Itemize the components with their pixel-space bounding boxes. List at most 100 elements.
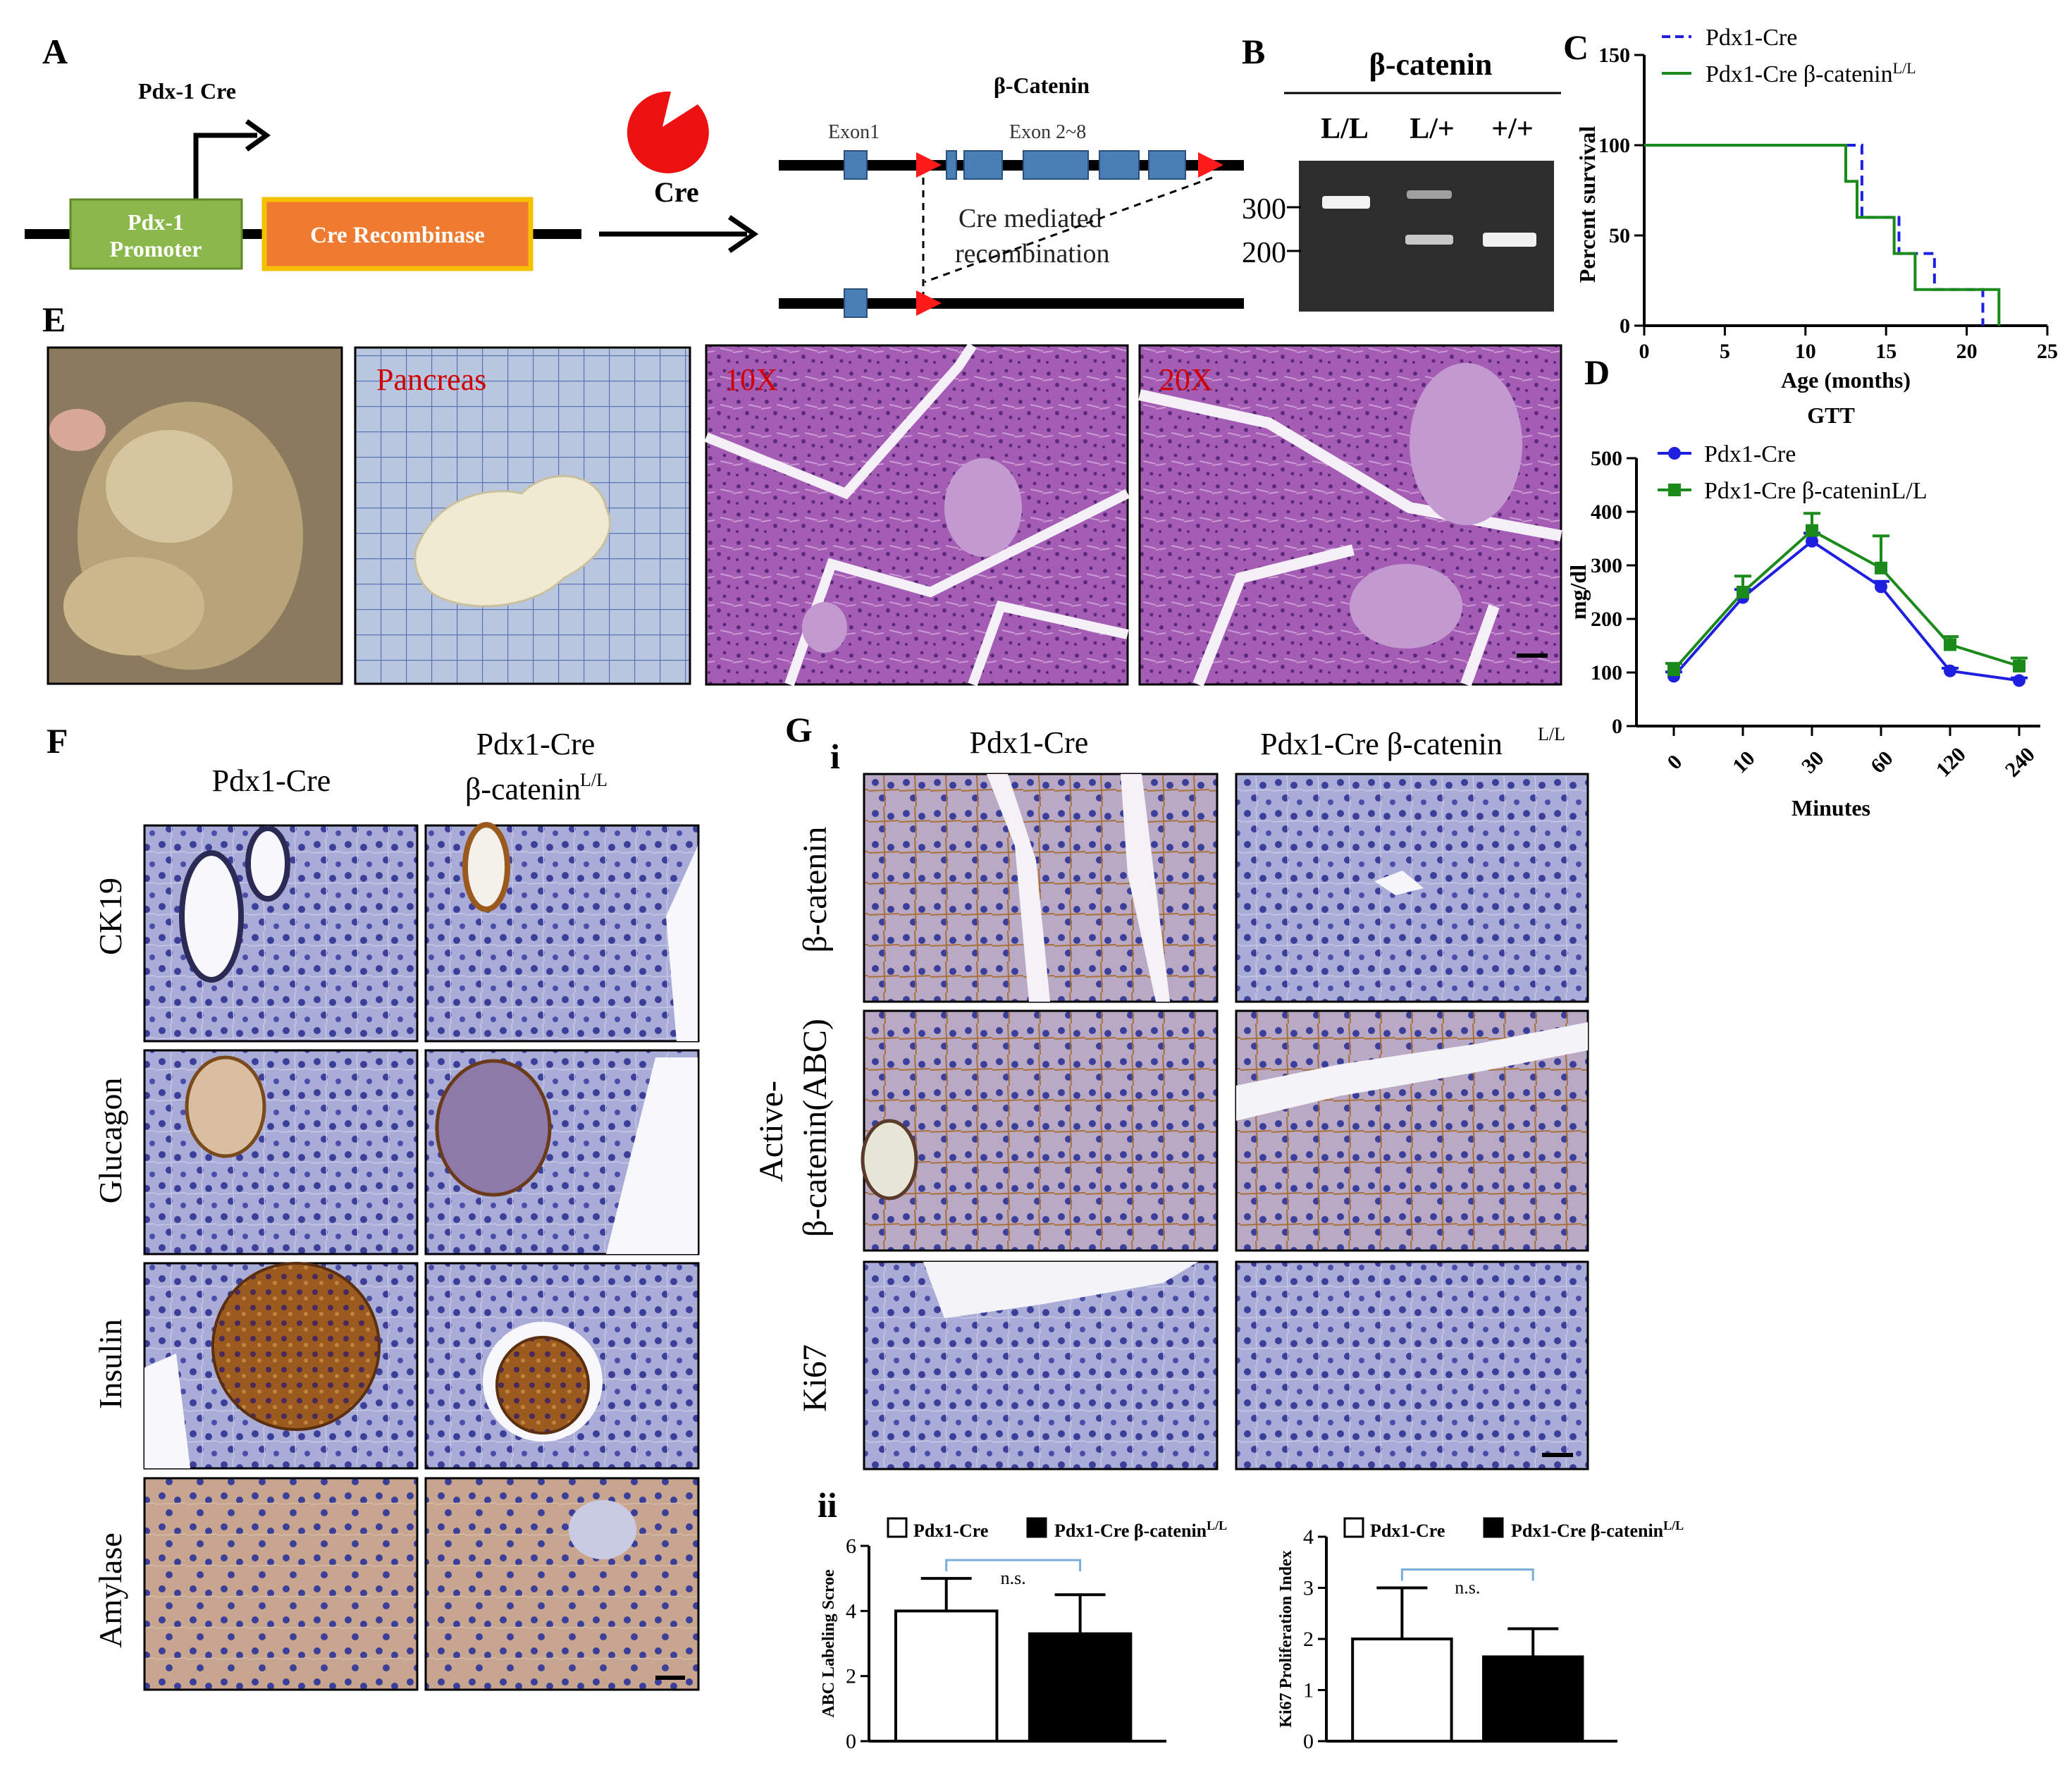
f-col1-header: Pdx1-Cre xyxy=(212,763,331,798)
ki67-legend-label: Pdx1-Cre β-cateninL/L xyxy=(1511,1518,1684,1541)
survival-x-tick-label: 10 xyxy=(1795,340,1816,363)
f-amylase-control-image xyxy=(143,1477,419,1691)
ki67-bar xyxy=(1482,1655,1584,1743)
recombinase-box xyxy=(261,197,534,271)
gtt-point xyxy=(1875,580,1887,594)
loxp-site-2 xyxy=(1198,152,1223,178)
gel-title: β-catenin xyxy=(1369,47,1493,82)
f-row-ck19: CK19 xyxy=(92,878,128,955)
gtt-series-line xyxy=(1672,529,2020,671)
cre-arrow-head xyxy=(728,215,759,253)
survival-legend-label: Pdx1-Cre β-cateninL/L xyxy=(1706,59,1916,88)
abc-y-axis-label: ABC Labeling Scroe xyxy=(820,1569,838,1718)
gtt-x-tick-label: 30 xyxy=(1797,747,1829,778)
survival-x-tick-label: 15 xyxy=(1875,340,1897,363)
exon1-box xyxy=(844,150,868,180)
gtt-chart: D GTT 0 100 200 300 400 500 0 10 30 60 120 240 Minute… xyxy=(1565,352,2040,821)
gel-band-ll-300 xyxy=(1322,196,1370,209)
paw-region xyxy=(49,409,106,451)
abc-legend-label: Pdx1-Cre β-cateninL/L xyxy=(1054,1518,1227,1541)
deleted-allele-line xyxy=(779,298,1244,309)
f-col2-header-2: β-catenin xyxy=(465,772,581,806)
g-col2-header-sup: L/L xyxy=(1538,724,1565,744)
ki67-legend-swatch xyxy=(1343,1517,1364,1538)
gtt-y-axis-label: mg/dl xyxy=(1565,565,1591,620)
gtt-point xyxy=(1737,586,1749,598)
gtt-point xyxy=(1806,534,1818,548)
exon5-box xyxy=(1099,150,1140,180)
deleted-exon1-box xyxy=(844,288,868,318)
survival-y-axis-label: Percent survival xyxy=(1574,126,1600,283)
g-row-ki67: Ki67 xyxy=(796,1344,834,1412)
g-bcat-control-gaps xyxy=(987,774,1170,1002)
exon2-box xyxy=(946,150,957,180)
survival-x-tick-label: 25 xyxy=(2037,340,2058,363)
lane-lplus: L/+ xyxy=(1410,113,1455,145)
survival-y-tick-label: 0 xyxy=(1620,314,1630,338)
ki67-bar-chart: 0 1 2 3 4 Ki67 Proliferation Index n.s. Pdx1-Cr… xyxy=(1277,1517,1684,1753)
recombination-label-1: Cre mediated xyxy=(958,204,1102,233)
beta-catenin-gene-title: β-Catenin xyxy=(994,73,1090,98)
panel-b: B β-catenin L/L L/+ +/+ 300 200 xyxy=(1242,32,1561,312)
g-col2-header: Pdx1-Cre β-catenin xyxy=(1260,727,1503,761)
ki67-y-tick-label: 1 xyxy=(1303,1679,1314,1702)
ki67-y-tick-label: 0 xyxy=(1303,1730,1314,1753)
gtt-y-tick-label: 300 xyxy=(1591,554,1622,577)
f-glucagon-control-islet xyxy=(185,1055,266,1158)
f-glucagon-ko-gap xyxy=(606,1057,698,1254)
survival-series-line xyxy=(1644,144,1985,326)
transcription-arrow xyxy=(193,133,257,204)
gtt-x-tick-label: 60 xyxy=(1866,747,1898,778)
f-ck19-ko-duct xyxy=(462,822,510,912)
panel-letter-gi: i xyxy=(830,737,840,776)
he-20x-septa xyxy=(1138,389,1562,687)
mag-20x-label: 20X xyxy=(1159,362,1213,397)
gtt-point xyxy=(1944,638,1956,651)
g-row-active-1: Active- xyxy=(753,1081,790,1182)
survival-chart: C 0 50 100 150 0 5 10 15 20 25 Age (months) Percent… xyxy=(1563,25,2058,393)
cre-enzyme-icon xyxy=(627,91,709,173)
exon6-box xyxy=(1148,150,1186,180)
gtt-legend-label: Pdx1-Cre xyxy=(1704,441,1796,467)
gtt-point xyxy=(1875,561,1887,575)
g-row-active-2: β-catenin(ABC) xyxy=(796,1019,834,1237)
gtt-y-tick-label: 0 xyxy=(1612,715,1622,738)
abc-significance-bracket xyxy=(945,1559,1082,1572)
g-ki67-ko-image xyxy=(1235,1260,1589,1470)
f-insulin-ko-islet xyxy=(495,1336,590,1435)
f-glucagon-control-image xyxy=(143,1049,419,1255)
panel-letter-b: B xyxy=(1242,32,1265,71)
pancreas-label: Pancreas xyxy=(376,362,486,397)
f-col2-header-sup: L/L xyxy=(580,770,608,790)
gtt-x-axis-label: Minutes xyxy=(1792,795,1870,821)
survival-y-tick-label: 100 xyxy=(1598,134,1630,157)
panel-g-ii: ii xyxy=(818,1485,837,1525)
gtt-y-tick-label: 200 xyxy=(1591,608,1622,631)
recombinase-label: Cre Recombinase xyxy=(310,223,485,248)
f-row-insulin: Insulin xyxy=(92,1319,128,1409)
survival-series-line xyxy=(1644,144,2001,326)
panel-letter-e: E xyxy=(42,300,66,339)
g-ki67-control-gap xyxy=(923,1262,1198,1318)
gtt-x-tick-label: 240 xyxy=(2001,743,2040,782)
panel-letter-d: D xyxy=(1584,352,1610,392)
he-20x-islet xyxy=(1410,363,1522,525)
he-20x-islet-2 xyxy=(1350,564,1462,649)
he-10x-islet xyxy=(944,458,1022,557)
ki67-y-tick-label: 4 xyxy=(1303,1525,1314,1549)
panel-letter-gii: ii xyxy=(818,1485,837,1525)
ki67-bar xyxy=(1351,1638,1453,1743)
gtt-point xyxy=(1944,664,1956,677)
gtt-legend-marker xyxy=(1668,484,1681,496)
intestine-region xyxy=(63,557,204,656)
f-ck19-ko-gap xyxy=(666,846,698,1041)
f-amylase-ko-image xyxy=(424,1477,700,1691)
gel-band-lplus-200 xyxy=(1405,235,1453,245)
gtt-point xyxy=(1667,663,1680,677)
exon3-box xyxy=(963,150,1003,180)
promoter-label-1: Pdx-1 xyxy=(128,209,184,235)
f-ck19-control-duct xyxy=(179,850,244,983)
gtt-x-tick-label: 120 xyxy=(1932,743,1971,782)
abc-y-tick-label: 0 xyxy=(846,1730,856,1753)
panel-letter-f: F xyxy=(47,721,68,761)
